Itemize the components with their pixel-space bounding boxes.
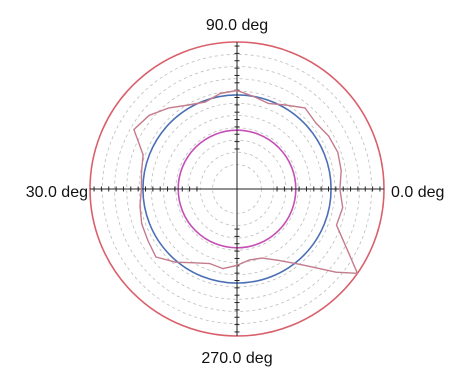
series-0-point-37 xyxy=(339,188,341,190)
series-0-point-4 xyxy=(315,122,317,124)
series-0-point-1 xyxy=(340,170,342,172)
axis-ticks xyxy=(93,45,381,333)
angle-label-0: 0.0 deg xyxy=(391,184,444,201)
series-0-point-29 xyxy=(261,257,263,259)
series-0-point-11 xyxy=(204,101,206,103)
series-0-point-10 xyxy=(219,92,221,95)
series-0-point-14 xyxy=(148,114,150,116)
series-0-point-26 xyxy=(222,268,224,270)
series-0-point-30 xyxy=(277,259,279,261)
series-0-point-3 xyxy=(328,135,330,137)
angle-label-180: 30.0 deg xyxy=(26,184,88,201)
series-0-point-22 xyxy=(155,256,157,258)
angle-label-270: 270.0 deg xyxy=(201,350,272,367)
series-0-point-13 xyxy=(168,107,170,109)
series-0-point-18 xyxy=(140,188,143,190)
series-0-point-8 xyxy=(252,95,254,97)
series-0-point-28 xyxy=(248,259,251,261)
series-0-point-5 xyxy=(304,107,306,109)
series-0-point-6 xyxy=(284,104,287,106)
series-0-point-33 xyxy=(356,272,359,274)
series-0-point-19 xyxy=(139,205,141,207)
series-0-point-27 xyxy=(236,264,238,267)
series-0-point-36 xyxy=(342,207,344,209)
series-0-point-34 xyxy=(348,253,350,255)
series-0-point-17 xyxy=(140,171,143,173)
series-0-point-12 xyxy=(187,104,190,106)
angle-label-90: 90.0 deg xyxy=(206,17,268,34)
series-0-point-25 xyxy=(209,262,211,265)
series-layer xyxy=(133,89,359,274)
series-0-point-16 xyxy=(142,154,144,156)
series-line-0 xyxy=(133,89,359,274)
angle-labels: 90.0 deg 30.0 deg 0.0 deg 270.0 deg xyxy=(26,17,445,367)
series-0-point-35 xyxy=(335,224,338,226)
series-0-point-9 xyxy=(236,89,238,92)
series-0-point-15 xyxy=(133,128,135,131)
series-0-point-31 xyxy=(299,263,301,266)
series-0-point-32 xyxy=(335,271,337,273)
series-0-point-24 xyxy=(193,262,195,264)
series-0-point-21 xyxy=(147,239,149,242)
series-0-point-2 xyxy=(337,151,339,153)
series-0-point-23 xyxy=(174,261,177,263)
series-0-point-7 xyxy=(267,102,269,104)
series-0-point-20 xyxy=(141,223,143,225)
